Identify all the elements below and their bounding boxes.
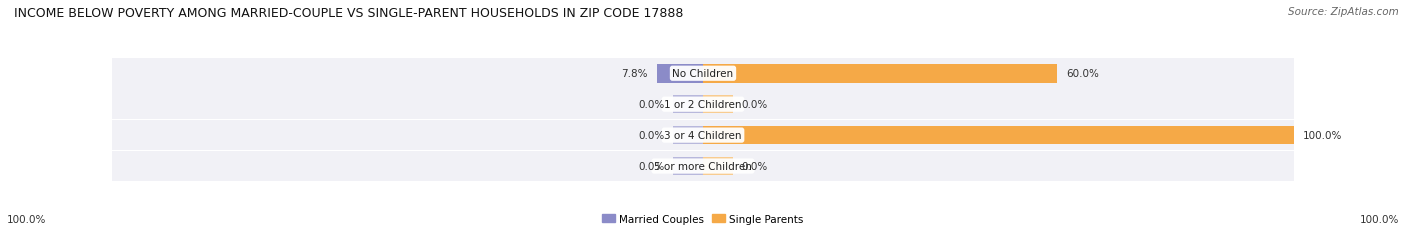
Bar — [673, 95, 703, 114]
Legend: Married Couples, Single Parents: Married Couples, Single Parents — [600, 212, 806, 226]
Bar — [673, 157, 703, 176]
Bar — [112, 89, 1294, 120]
Text: Source: ZipAtlas.com: Source: ZipAtlas.com — [1288, 7, 1399, 17]
Text: 100.0%: 100.0% — [7, 214, 46, 225]
Text: 1 or 2 Children: 1 or 2 Children — [664, 100, 742, 110]
Text: 60.0%: 60.0% — [1066, 69, 1099, 79]
Text: No Children: No Children — [672, 69, 734, 79]
Bar — [703, 157, 733, 176]
Text: 7.8%: 7.8% — [621, 69, 648, 79]
Text: 0.0%: 0.0% — [741, 161, 768, 171]
Bar — [112, 151, 1294, 182]
Bar — [112, 59, 1294, 89]
Bar — [703, 126, 1294, 145]
Bar — [673, 126, 703, 145]
Bar — [703, 65, 1057, 83]
Bar — [112, 120, 1294, 151]
Text: 0.0%: 0.0% — [638, 161, 665, 171]
Bar — [657, 65, 703, 83]
Text: 5 or more Children: 5 or more Children — [654, 161, 752, 171]
Bar — [703, 95, 733, 114]
Text: 100.0%: 100.0% — [1302, 131, 1341, 140]
Text: INCOME BELOW POVERTY AMONG MARRIED-COUPLE VS SINGLE-PARENT HOUSEHOLDS IN ZIP COD: INCOME BELOW POVERTY AMONG MARRIED-COUPL… — [14, 7, 683, 20]
Text: 0.0%: 0.0% — [638, 100, 665, 110]
Text: 100.0%: 100.0% — [1360, 214, 1399, 225]
Text: 3 or 4 Children: 3 or 4 Children — [664, 131, 742, 140]
Text: 0.0%: 0.0% — [741, 100, 768, 110]
Text: 0.0%: 0.0% — [638, 131, 665, 140]
